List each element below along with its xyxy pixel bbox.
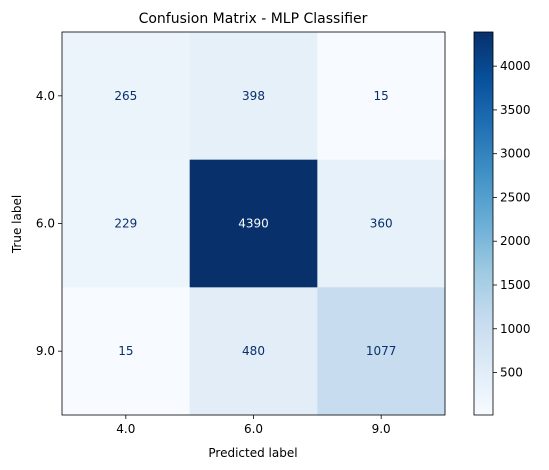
cell-value-label: 398 — [242, 89, 265, 103]
colorbar-tick-label: 3500 — [500, 103, 531, 117]
colorbar-ticks: 500 1000 1500 2000 2500 3000 3500 4000 — [493, 59, 531, 380]
colorbar-tick-label: 2500 — [500, 190, 531, 204]
colorbar-tick-label: 4000 — [500, 59, 531, 73]
y-axis-label: True label — [10, 195, 24, 254]
colorbar-tick-label: 3000 — [500, 147, 531, 161]
heatmap-cell — [189, 287, 318, 416]
cell-value-label: 229 — [114, 217, 137, 231]
heatmap-cell — [317, 32, 446, 161]
heatmap-cell-labels: 265 398 15 229 4390 360 15 480 1077 — [114, 89, 396, 358]
x-tick-label: 6.0 — [244, 422, 263, 436]
cell-value-label: 1077 — [366, 344, 397, 358]
cell-value-label: 480 — [242, 344, 265, 358]
cell-value-label: 15 — [118, 344, 133, 358]
y-axis-ticks: 4.0 6.0 9.0 — [36, 89, 62, 358]
cell-value-label: 4390 — [238, 217, 269, 231]
heatmap-cells — [62, 32, 446, 416]
y-tick-label: 6.0 — [36, 217, 55, 231]
colorbar-tick-label: 2000 — [500, 234, 531, 248]
colorbar-tick-label: 500 — [500, 366, 523, 380]
heatmap-cell — [317, 287, 446, 416]
y-tick-label: 9.0 — [36, 344, 55, 358]
heatmap-cell — [62, 159, 191, 288]
x-tick-label: 4.0 — [116, 422, 135, 436]
chart-title: Confusion Matrix - MLP Classifier — [139, 11, 368, 27]
heatmap-cell — [317, 159, 446, 288]
colorbar-tick-label: 1000 — [500, 322, 531, 336]
cell-value-label: 15 — [374, 89, 389, 103]
heatmap-cell — [62, 32, 191, 161]
heatmap-cell — [189, 159, 318, 288]
cell-value-label: 265 — [114, 89, 137, 103]
colorbar-tick-label: 1500 — [500, 278, 531, 292]
y-tick-label: 4.0 — [36, 89, 55, 103]
cell-value-label: 360 — [370, 217, 393, 231]
x-axis-ticks: 4.0 6.0 9.0 — [116, 415, 391, 436]
x-tick-label: 9.0 — [372, 422, 391, 436]
colorbar — [473, 31, 494, 416]
x-axis-label: Predicted label — [208, 446, 297, 460]
heatmap-cell — [62, 287, 191, 416]
heatmap-cell — [189, 32, 318, 161]
